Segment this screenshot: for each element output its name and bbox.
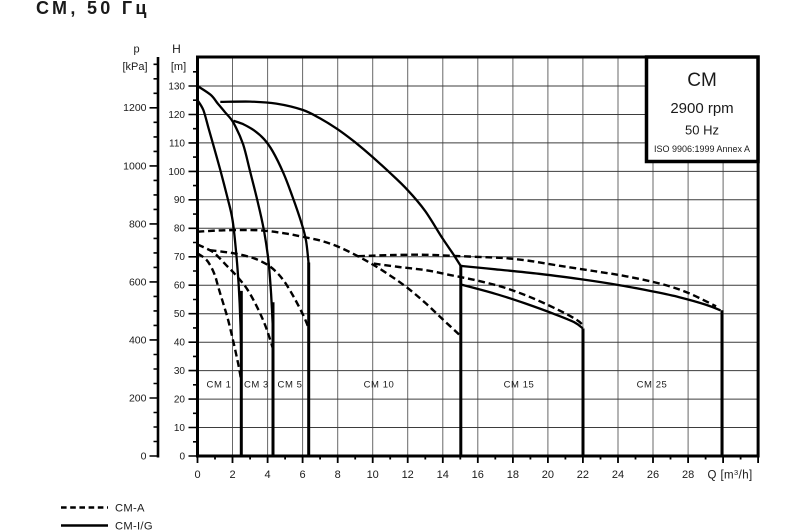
svg-text:28: 28 [682, 469, 694, 481]
svg-text:CM 5: CM 5 [278, 380, 303, 391]
svg-text:CM 15: CM 15 [504, 380, 535, 391]
svg-text:0: 0 [194, 469, 200, 481]
svg-text:Q [m3/h]: Q [m3/h] [708, 468, 753, 482]
svg-text:0: 0 [141, 450, 147, 462]
svg-text:20: 20 [542, 469, 554, 481]
svg-text:[kPa]: [kPa] [122, 61, 147, 73]
svg-text:CM-A: CM-A [115, 503, 145, 515]
svg-text:4: 4 [265, 469, 271, 481]
svg-text:50 Hz: 50 Hz [685, 123, 719, 138]
svg-text:26: 26 [647, 469, 659, 481]
svg-text:24: 24 [612, 469, 624, 481]
svg-text:60: 60 [174, 281, 186, 292]
svg-text:80: 80 [174, 224, 186, 235]
svg-text:12: 12 [402, 469, 414, 481]
svg-text:CM 10: CM 10 [364, 380, 395, 391]
svg-text:90: 90 [174, 195, 186, 206]
svg-text:18: 18 [507, 469, 519, 481]
svg-text:600: 600 [129, 276, 147, 288]
svg-text:2: 2 [229, 469, 235, 481]
svg-text:20: 20 [174, 395, 186, 406]
svg-text:400: 400 [129, 334, 147, 346]
svg-text:14: 14 [437, 469, 449, 481]
svg-text:120: 120 [168, 110, 185, 121]
svg-text:16: 16 [472, 469, 484, 481]
svg-text:110: 110 [169, 138, 185, 149]
svg-text:40: 40 [174, 338, 186, 349]
svg-text:100: 100 [168, 167, 185, 178]
svg-text:[m]: [m] [171, 61, 186, 73]
svg-text:CM 3: CM 3 [244, 380, 269, 391]
svg-text:50: 50 [174, 309, 186, 320]
svg-text:2900 rpm: 2900 rpm [670, 100, 733, 117]
svg-text:p: p [133, 44, 139, 56]
svg-text:30: 30 [174, 366, 186, 377]
svg-text:CM 25: CM 25 [637, 380, 668, 391]
svg-text:H: H [172, 42, 181, 56]
svg-text:1000: 1000 [123, 160, 147, 172]
svg-text:10: 10 [174, 423, 186, 434]
svg-text:8: 8 [335, 469, 341, 481]
svg-text:70: 70 [174, 252, 186, 263]
svg-text:10: 10 [367, 469, 379, 481]
svg-text:22: 22 [577, 469, 589, 481]
svg-text:CM-I/G: CM-I/G [115, 521, 153, 532]
svg-text:1200: 1200 [123, 102, 147, 114]
svg-text:ISO 9906:1999 Annex A: ISO 9906:1999 Annex A [654, 144, 750, 154]
svg-text:0: 0 [179, 451, 185, 462]
svg-text:СМ, 50 Гц: СМ, 50 Гц [36, 0, 150, 18]
svg-text:200: 200 [129, 392, 147, 404]
svg-text:130: 130 [168, 81, 185, 92]
svg-text:6: 6 [300, 469, 306, 481]
svg-text:CM 1: CM 1 [207, 380, 232, 391]
svg-text:CM: CM [687, 70, 717, 91]
svg-text:800: 800 [129, 218, 147, 230]
